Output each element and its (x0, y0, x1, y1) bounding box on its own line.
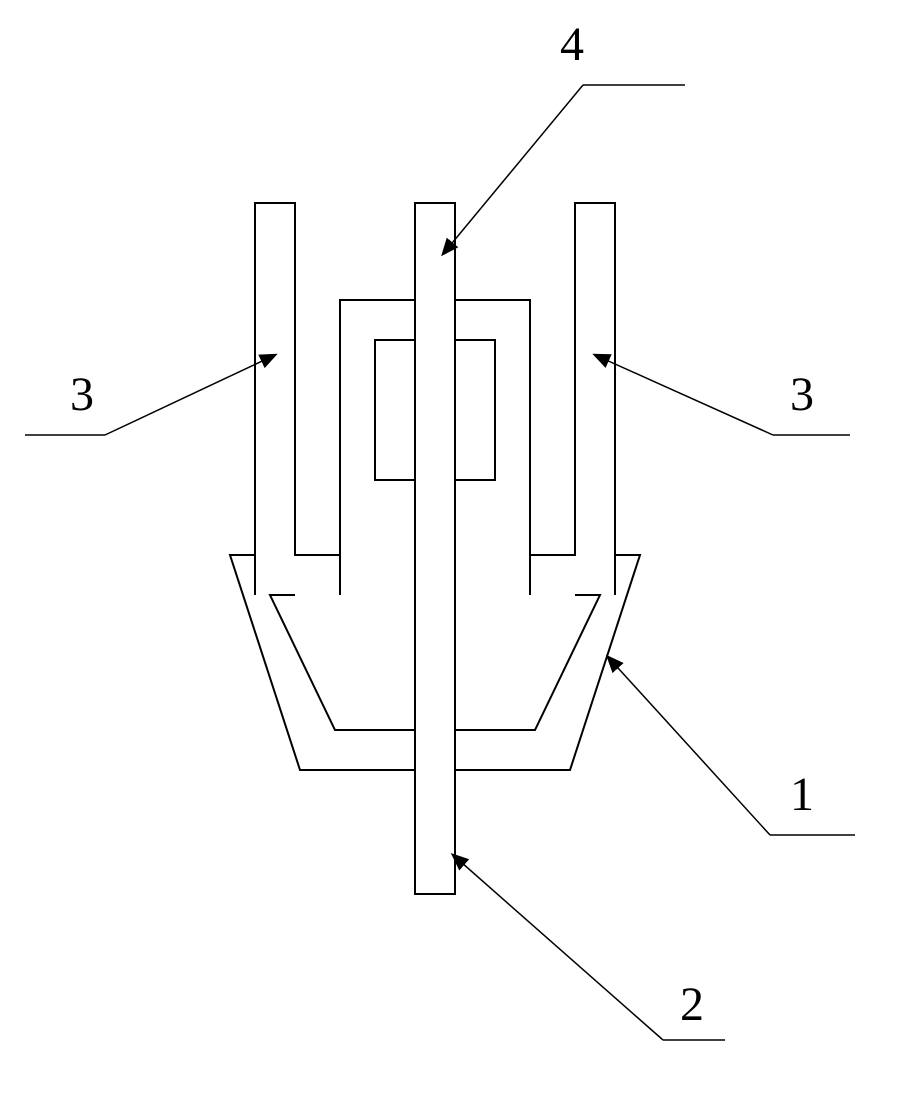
device-outer-outline (230, 203, 640, 894)
callout-number: 1 (790, 768, 814, 821)
callout-arrow (443, 85, 583, 254)
callout-number: 2 (680, 978, 704, 1031)
callout-number: 4 (560, 18, 584, 71)
device-inner-outline (270, 340, 600, 730)
callout-1: 1 (608, 657, 855, 835)
callout-3-right: 3 (595, 355, 850, 435)
callout-labels: 4 3 3 1 2 (25, 18, 855, 1040)
callout-arrow (595, 355, 773, 435)
callout-arrow (608, 657, 770, 835)
callout-number: 3 (790, 368, 814, 421)
callout-4: 4 (443, 18, 685, 254)
callout-2: 2 (453, 855, 725, 1040)
callout-arrow (105, 355, 275, 435)
callout-number: 3 (70, 368, 94, 421)
callout-3-left: 3 (25, 355, 275, 435)
callout-arrow (453, 855, 663, 1040)
technical-diagram: 4 3 3 1 2 (0, 0, 897, 1117)
device-shape (230, 203, 640, 894)
